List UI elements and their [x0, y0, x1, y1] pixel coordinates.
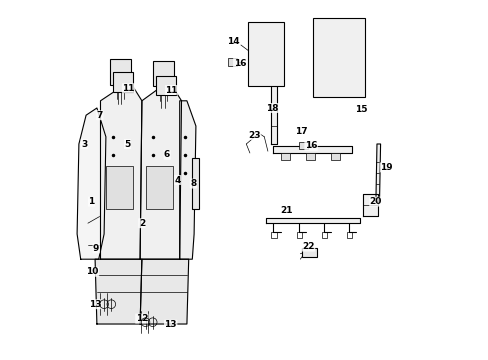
Bar — [152, 61, 174, 86]
Text: 19: 19 — [380, 163, 392, 172]
Bar — [271, 232, 276, 238]
Bar — [321, 232, 326, 238]
Bar — [305, 153, 314, 160]
Text: 14: 14 — [226, 37, 239, 46]
Text: 21: 21 — [280, 206, 293, 215]
Bar — [247, 22, 284, 86]
Polygon shape — [95, 259, 142, 324]
Polygon shape — [265, 218, 359, 223]
Text: 2: 2 — [139, 219, 145, 228]
Bar — [113, 72, 133, 92]
Bar — [296, 232, 302, 238]
Text: 13: 13 — [89, 300, 101, 309]
Text: 1: 1 — [88, 197, 95, 206]
Polygon shape — [273, 146, 352, 153]
Polygon shape — [140, 259, 188, 324]
Polygon shape — [179, 101, 196, 259]
Text: 10: 10 — [86, 267, 99, 276]
Text: 15: 15 — [354, 105, 367, 114]
Text: 17: 17 — [294, 127, 307, 136]
Text: 16: 16 — [304, 141, 317, 150]
Text: 20: 20 — [369, 197, 381, 206]
Text: 5: 5 — [124, 140, 130, 149]
Bar — [156, 76, 176, 95]
Polygon shape — [77, 108, 106, 259]
Text: 8: 8 — [190, 179, 196, 188]
Bar — [192, 158, 199, 209]
Bar — [145, 166, 172, 209]
Text: 23: 23 — [248, 131, 260, 140]
Text: 16: 16 — [233, 59, 245, 68]
Bar — [228, 58, 237, 66]
Text: 12: 12 — [135, 314, 148, 323]
Bar — [298, 142, 307, 149]
Bar — [312, 18, 365, 97]
Polygon shape — [363, 194, 377, 216]
Text: 3: 3 — [81, 140, 87, 149]
Text: 7: 7 — [97, 111, 103, 120]
Bar — [346, 232, 352, 238]
Bar — [106, 166, 133, 209]
Bar — [109, 59, 131, 85]
Bar — [302, 248, 316, 257]
Polygon shape — [271, 83, 276, 144]
Text: 18: 18 — [266, 104, 278, 113]
Text: 11: 11 — [122, 84, 135, 93]
Text: 9: 9 — [93, 244, 99, 253]
Text: 13: 13 — [164, 320, 177, 329]
Text: 22: 22 — [302, 242, 314, 251]
Polygon shape — [140, 86, 181, 259]
Polygon shape — [101, 86, 142, 259]
Bar — [280, 153, 289, 160]
Text: 6: 6 — [163, 150, 170, 159]
Bar — [330, 153, 339, 160]
Text: 4: 4 — [174, 176, 181, 185]
Polygon shape — [375, 144, 380, 202]
Text: 11: 11 — [165, 86, 178, 95]
